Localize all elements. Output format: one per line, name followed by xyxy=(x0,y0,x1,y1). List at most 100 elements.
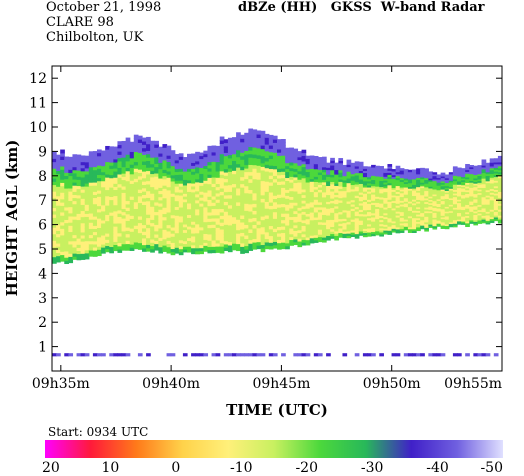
reflectivity-cell xyxy=(322,199,327,203)
reflectivity-cell xyxy=(101,210,106,215)
reflectivity-cell xyxy=(105,226,110,231)
reflectivity-cell xyxy=(264,241,270,246)
reflectivity-cell xyxy=(223,139,229,144)
reflectivity-cell xyxy=(367,170,372,174)
reflectivity-cell xyxy=(469,171,474,175)
ground-clutter-cell xyxy=(227,353,233,357)
reflectivity-cell xyxy=(362,234,368,238)
reflectivity-cell xyxy=(133,164,139,169)
reflectivity-cell xyxy=(272,185,278,190)
reflectivity-cell xyxy=(150,176,155,181)
reflectivity-cell xyxy=(465,184,470,187)
reflectivity-cell xyxy=(473,214,479,217)
reflectivity-cell xyxy=(121,189,127,193)
reflectivity-cell xyxy=(182,246,188,250)
reflectivity-cell xyxy=(97,208,102,213)
reflectivity-cell xyxy=(129,183,135,188)
reflectivity-cell xyxy=(432,185,438,188)
reflectivity-cell xyxy=(125,190,131,195)
reflectivity-cell xyxy=(117,190,123,195)
reflectivity-cell xyxy=(440,175,446,179)
reflectivity-cell xyxy=(444,211,450,214)
reflectivity-cell xyxy=(436,174,442,177)
reflectivity-cell xyxy=(195,247,200,252)
reflectivity-cell xyxy=(448,178,454,181)
reflectivity-cell xyxy=(407,175,413,178)
reflectivity-cell xyxy=(297,201,303,206)
reflectivity-cell xyxy=(199,182,204,186)
reflectivity-cell xyxy=(52,187,57,192)
reflectivity-cell xyxy=(338,220,344,224)
reflectivity-cell xyxy=(416,212,421,215)
reflectivity-cell xyxy=(182,198,188,203)
colorbar-labels: 20 10 0 -10 -20 -30 -40 -50 xyxy=(42,460,503,476)
reflectivity-cell xyxy=(72,237,78,242)
reflectivity-cell xyxy=(256,130,262,135)
reflectivity-cell xyxy=(146,244,151,249)
reflectivity-cell xyxy=(92,203,98,208)
reflectivity-cell xyxy=(60,156,65,160)
reflectivity-cell xyxy=(440,189,446,192)
reflectivity-cell xyxy=(277,213,282,218)
reflectivity-cell xyxy=(133,158,139,163)
reflectivity-cell xyxy=(158,227,164,232)
reflectivity-cell xyxy=(113,189,119,194)
reflectivity-cell xyxy=(92,219,98,223)
reflectivity-cell xyxy=(497,195,502,198)
reflectivity-cell xyxy=(489,205,495,208)
reflectivity-cell xyxy=(256,158,262,163)
reflectivity-cell xyxy=(240,197,245,202)
reflectivity-cell xyxy=(452,198,458,201)
reflectivity-cell xyxy=(244,189,249,194)
reflectivity-cell xyxy=(424,188,429,192)
reflectivity-cell xyxy=(428,217,434,220)
reflectivity-cell xyxy=(416,186,421,189)
reflectivity-cell xyxy=(125,164,131,168)
reflectivity-cell xyxy=(277,181,282,186)
reflectivity-cell xyxy=(244,168,249,173)
reflectivity-cell xyxy=(424,221,429,225)
reflectivity-cell xyxy=(150,245,155,250)
reflectivity-cell xyxy=(272,172,278,176)
reflectivity-cell xyxy=(428,204,434,207)
reflectivity-cell xyxy=(264,201,270,206)
reflectivity-cell xyxy=(146,220,151,225)
reflectivity-cell xyxy=(191,185,196,190)
reflectivity-cell xyxy=(424,201,429,204)
reflectivity-cell xyxy=(457,172,462,175)
reflectivity-cell xyxy=(92,253,98,257)
reflectivity-cell xyxy=(371,177,376,181)
reflectivity-cell xyxy=(452,212,458,215)
reflectivity-cell xyxy=(252,132,258,138)
reflectivity-cell xyxy=(367,209,372,213)
reflectivity-cell xyxy=(346,219,352,223)
reflectivity-cell xyxy=(285,233,290,238)
reflectivity-cell xyxy=(497,181,502,185)
reflectivity-cell xyxy=(166,151,172,156)
reflectivity-cell xyxy=(252,210,258,215)
reflectivity-cell xyxy=(322,239,327,243)
reflectivity-cell xyxy=(395,211,401,214)
reflectivity-cell xyxy=(485,169,491,173)
reflectivity-cell xyxy=(493,171,499,174)
ground-clutter-cell xyxy=(109,353,114,357)
reflectivity-cell xyxy=(416,201,421,204)
reflectivity-cell xyxy=(440,185,446,188)
reflectivity-cell xyxy=(277,161,282,166)
reflectivity-cell xyxy=(371,183,376,187)
reflectivity-cell xyxy=(150,222,155,227)
reflectivity-cell xyxy=(367,199,372,202)
reflectivity-cell xyxy=(497,167,502,171)
reflectivity-cell xyxy=(129,247,135,251)
reflectivity-cell xyxy=(313,222,319,226)
reflectivity-cell xyxy=(322,201,327,205)
reflectivity-cell xyxy=(232,166,237,171)
reflectivity-cell xyxy=(76,194,82,199)
reflectivity-cell xyxy=(117,180,123,185)
reflectivity-cell xyxy=(428,201,434,204)
reflectivity-cell xyxy=(207,221,213,226)
reflectivity-cell xyxy=(142,241,147,246)
reflectivity-cell xyxy=(121,192,127,197)
reflectivity-cell xyxy=(305,205,311,209)
reflectivity-cell xyxy=(260,173,266,178)
